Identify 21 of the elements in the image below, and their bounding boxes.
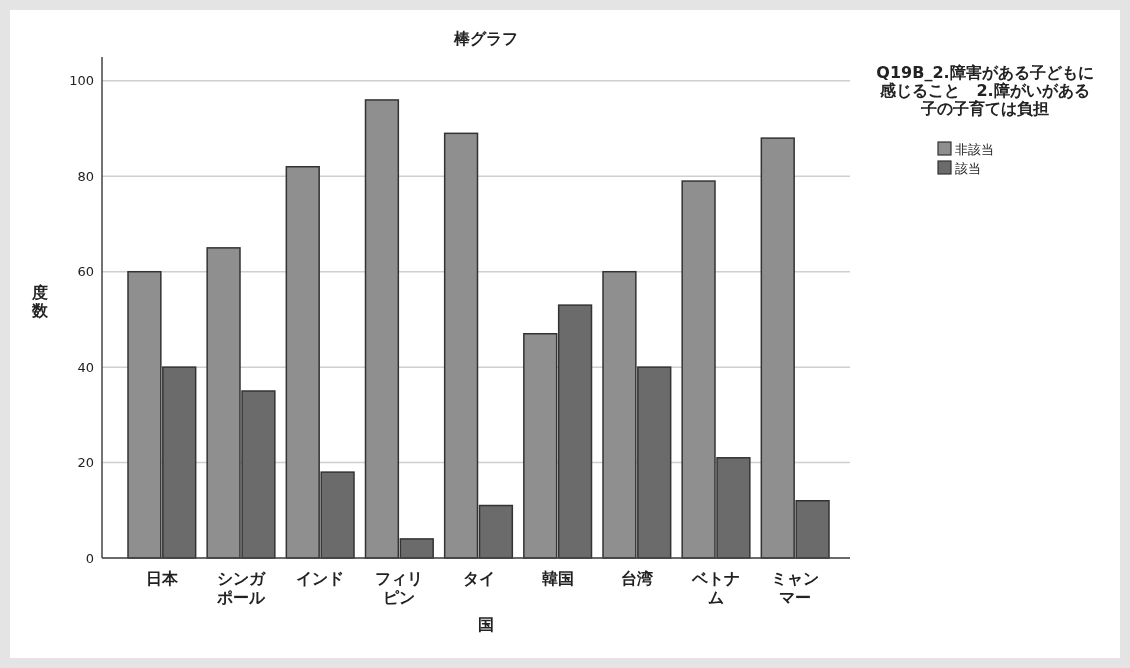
- x-tick-label: 台湾: [620, 569, 653, 588]
- x-tick-label: タイ: [462, 569, 495, 588]
- y-tick-label: 60: [77, 264, 94, 280]
- legend-label: 非該当: [955, 141, 994, 157]
- y-tick-label: 80: [77, 168, 94, 184]
- y-tick-label: 40: [77, 359, 94, 375]
- x-axis-title: 国: [478, 615, 494, 634]
- x-tick-label: ミャンマー: [771, 569, 820, 607]
- y-tick-label: 100: [69, 73, 94, 89]
- x-tick-label: 韓国: [541, 569, 574, 588]
- y-tick-label: 0: [85, 550, 94, 566]
- x-tick-label: シンガポール: [216, 569, 266, 607]
- legend-label: 該当: [955, 160, 981, 176]
- y-tick-label: 20: [77, 455, 94, 471]
- x-tick-label: ベトナム: [691, 569, 740, 607]
- x-tick-label: 日本: [145, 569, 179, 588]
- x-tick-label: フィリピン: [375, 569, 424, 607]
- chart-title: 棒グラフ: [453, 29, 518, 48]
- legend-title: Q19B_2.障害がある子どもに感じること 2.障がいがある子の子育ては負担: [876, 63, 1094, 118]
- y-axis-title: 度数: [31, 282, 49, 320]
- x-tick-label: インド: [296, 569, 345, 588]
